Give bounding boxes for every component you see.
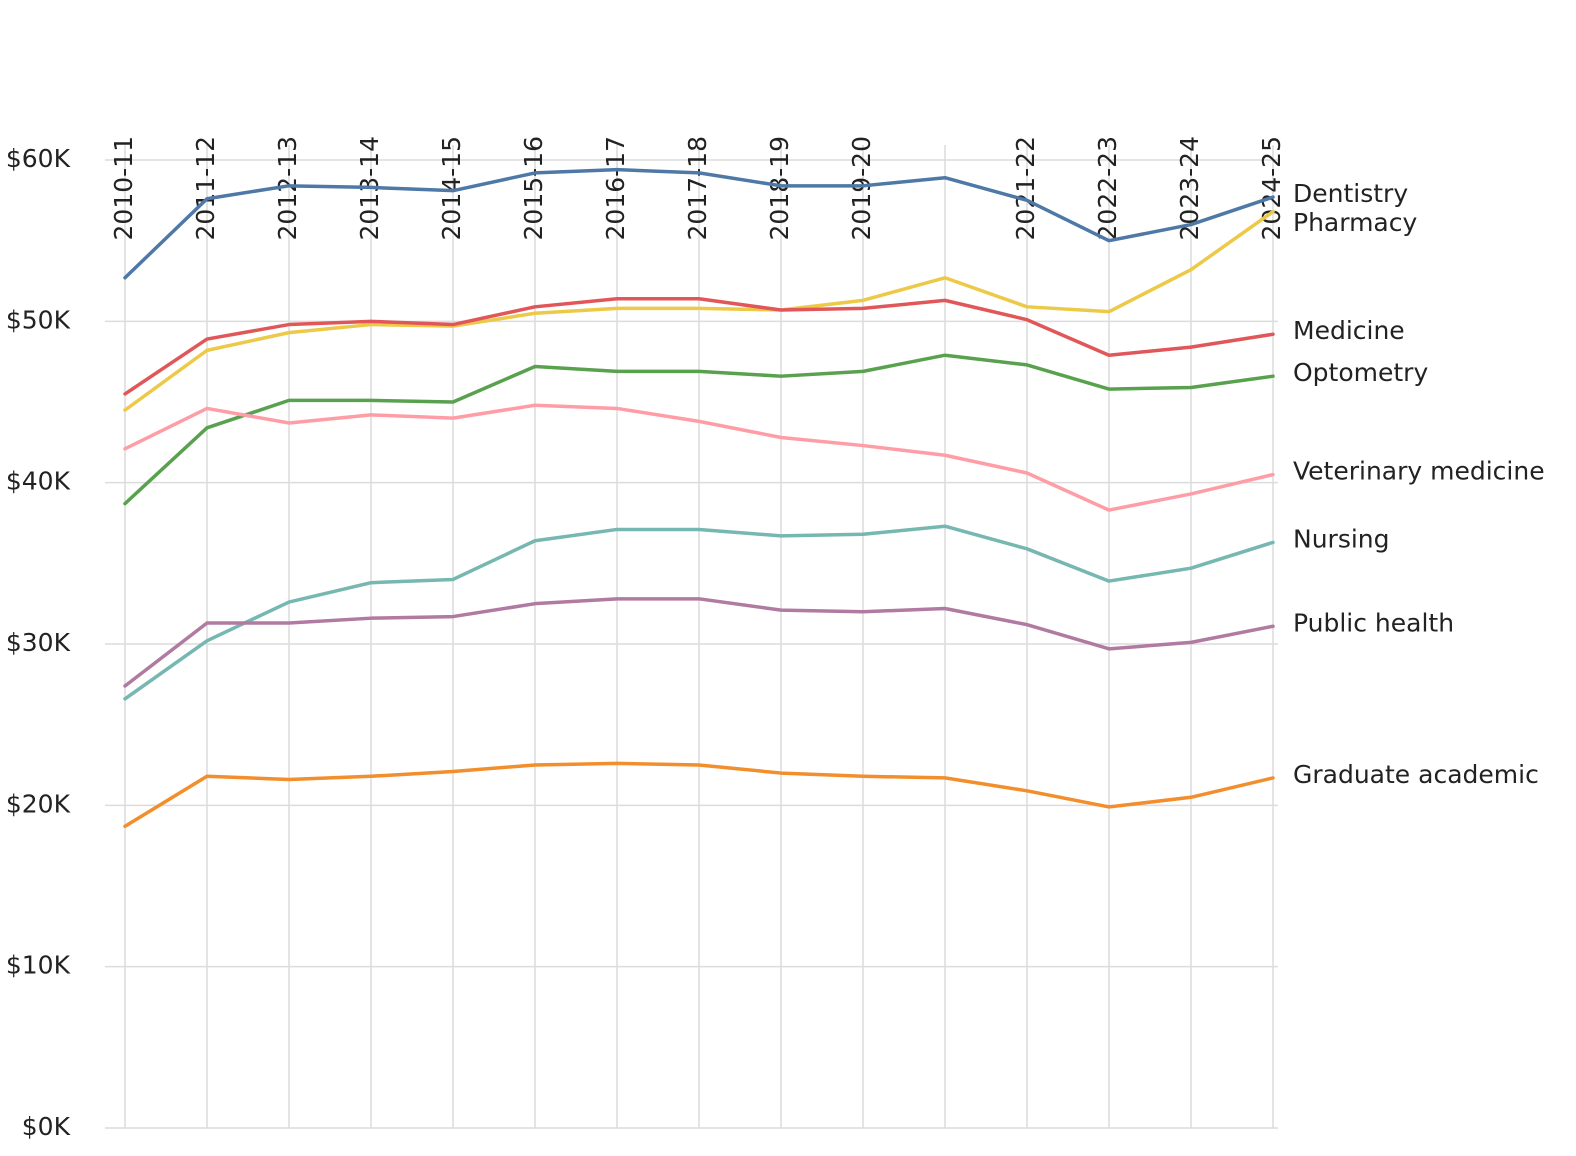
x-tick-label: 2011-12 bbox=[191, 136, 220, 240]
y-tick-label: $10K bbox=[6, 951, 71, 980]
series-line bbox=[123, 167, 1275, 280]
series-label: Veterinary medicine bbox=[1293, 457, 1545, 486]
y-tick-label: $50K bbox=[6, 305, 71, 334]
series-line bbox=[123, 353, 1275, 506]
x-tick-label: 2022-23 bbox=[1093, 136, 1122, 240]
series-line bbox=[123, 761, 1275, 829]
series-label: Medicine bbox=[1293, 316, 1405, 345]
series-line bbox=[123, 524, 1275, 701]
series-line bbox=[123, 403, 1275, 512]
x-tick-label: 2016-17 bbox=[601, 136, 630, 240]
x-tick-label: 2019-20 bbox=[847, 136, 876, 240]
y-tick-label: $60K bbox=[6, 144, 71, 173]
y-tick-label: $40K bbox=[6, 467, 71, 496]
series-label: Dentistry bbox=[1293, 179, 1408, 208]
x-tick-label: 2010-11 bbox=[109, 136, 138, 240]
series-line bbox=[123, 597, 1275, 688]
series-label: Pharmacy bbox=[1293, 208, 1417, 237]
series-line bbox=[123, 296, 1275, 396]
series-label: Graduate academic bbox=[1293, 760, 1539, 789]
x-tick-label: 2018-19 bbox=[765, 136, 794, 240]
series-label: Public health bbox=[1293, 608, 1454, 637]
y-tick-label: $30K bbox=[6, 628, 71, 657]
x-tick-label: 2021-22 bbox=[1011, 136, 1040, 240]
y-tick-label: $0K bbox=[22, 1112, 71, 1141]
series-line bbox=[123, 209, 1275, 412]
series-label: Optometry bbox=[1293, 358, 1428, 387]
x-tick-label: 2024-25 bbox=[1257, 136, 1286, 240]
x-tick-label: 2017-18 bbox=[683, 136, 712, 240]
x-tick-label: 2015-16 bbox=[519, 136, 548, 240]
series-label: Nursing bbox=[1293, 524, 1390, 553]
y-tick-label: $20K bbox=[6, 789, 71, 818]
